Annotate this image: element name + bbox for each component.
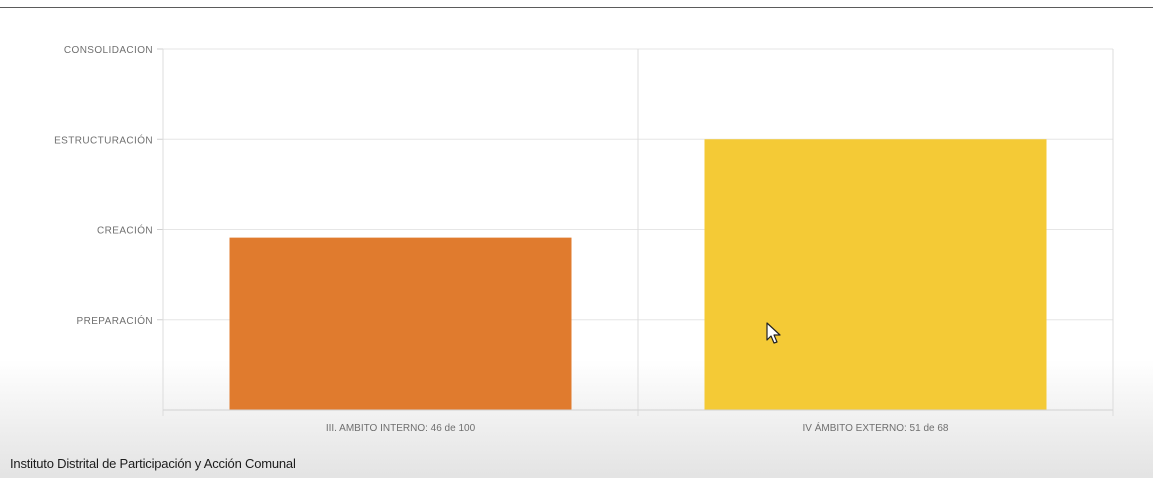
y-tick-label: CONSOLIDACION (64, 45, 153, 56)
x-tick-label: III. AMBITO INTERNO: 46 de 100 (326, 423, 476, 434)
y-tick-label: ESTRUCTURACIÓN (54, 133, 153, 146)
y-tick-label: CREACIÓN (97, 224, 153, 237)
bar (230, 238, 572, 410)
mouse-cursor-icon (766, 322, 782, 346)
bar (705, 139, 1047, 410)
organization-name: Instituto Distrital de Participación y A… (10, 456, 296, 471)
x-tick-label: IV ÁMBITO EXTERNO: 51 de 68 (803, 421, 949, 434)
y-tick-label: PREPARACIÓN (77, 314, 153, 327)
